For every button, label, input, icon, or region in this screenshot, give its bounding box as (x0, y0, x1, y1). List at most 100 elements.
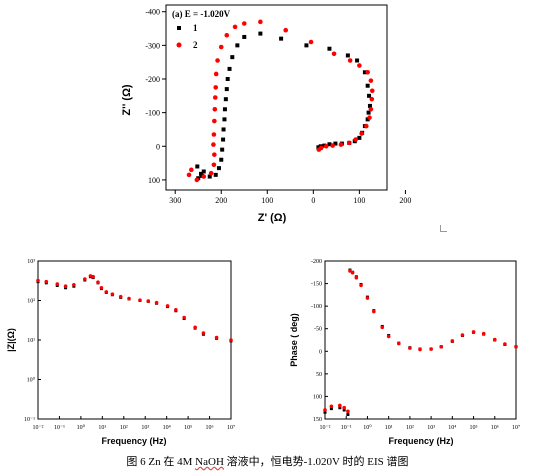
impedance-point-2 (138, 298, 142, 302)
phase-point-2 (348, 269, 352, 273)
nyquist-point-2 (232, 24, 238, 30)
nyquist-point-2 (212, 152, 217, 157)
phase-y-tick-label: 50 (316, 372, 322, 378)
nyquist-point-2 (224, 32, 230, 38)
nyquist-point-1 (367, 93, 372, 98)
impedance-point-2 (174, 308, 178, 312)
nyquist-point-2 (359, 131, 364, 136)
phase-point-1 (346, 412, 350, 416)
phase-point-1 (323, 410, 327, 414)
phase-plot-frame (324, 260, 517, 420)
nyquist-y-tick-label: -200 (145, 75, 160, 84)
nyquist-point-2 (353, 137, 358, 142)
nyquist-point-1 (198, 171, 203, 176)
impedance-point-2 (99, 285, 104, 290)
phase-point-2 (396, 341, 401, 346)
nyquist-point-1 (242, 34, 247, 39)
caption-prefix: 图 6 Zn 在 4M (126, 456, 196, 468)
nyquist-point-1 (304, 43, 309, 48)
phase-point-2 (354, 275, 359, 280)
nyquist-y-tick-label: -300 (145, 41, 160, 50)
nyquist-point-1 (362, 70, 367, 75)
phase-point-2 (365, 296, 370, 300)
nyquist-point-2 (347, 58, 353, 63)
nyquist-x-tick-label: 200 (215, 196, 227, 205)
nyquist-point-1 (221, 137, 226, 142)
phase-x-tick-label: 10⁰ (363, 424, 372, 431)
phase-y-tick-label: 150 (313, 417, 322, 423)
nyquist-point-2 (316, 147, 322, 152)
nyquist-point-2 (258, 19, 263, 25)
nyquist-x-tick-label: 0 (311, 196, 315, 205)
impedance-point-2 (36, 278, 40, 283)
phase-chart: 10⁻² 10⁻¹ 10⁰ 10¹ 10² 10³ 10⁴ 10⁵ 10⁶ 10⁷ -200 -150… (289, 259, 520, 446)
nyquist-point-2 (330, 143, 335, 148)
phase-point-2 (450, 339, 455, 343)
phase-point-2 (323, 408, 327, 412)
impedance-point-2 (154, 300, 159, 305)
nyquist-point-2 (369, 88, 375, 94)
impedance-x-tick-label: 10³ (141, 425, 149, 431)
impedance-point-2 (127, 296, 131, 301)
nyquist-point-1 (220, 147, 225, 152)
nyquist-y-tick-label: 0 (156, 142, 160, 151)
impedance-point-2 (96, 280, 100, 285)
nyquist-point-2 (194, 177, 200, 183)
impedance-x-tick-label: 10⁵ (184, 425, 192, 431)
nyquist-point-1 (333, 141, 338, 146)
impedance-x-tick-label: 10² (120, 425, 128, 431)
phase-x-tick-label: 10⁶ (491, 425, 499, 431)
nyquist-point-1 (365, 117, 370, 122)
nyquist-point-1 (357, 135, 362, 140)
impedance-point-2 (201, 331, 206, 335)
impedance-plot-frame (37, 260, 232, 420)
impedance-chart: 10⁻² 10⁻¹ 10⁰ 10¹ 10² 10³ 10⁴ 10⁵ 10⁶ 10⁷ 10³ 10² 10… (6, 259, 235, 446)
phase-point-2 (338, 403, 342, 408)
nyquist-point-2 (211, 142, 216, 147)
nyquist-point-1 (279, 36, 284, 41)
phase-point-2 (329, 404, 334, 409)
impedance-point-2 (44, 279, 49, 284)
nyquist-point-2 (186, 172, 192, 178)
nyquist-point-2 (189, 167, 194, 173)
nyquist-y-axis-label: Z'' (Ω) (121, 84, 133, 115)
phase-point-2 (418, 347, 422, 352)
nyquist-point-1 (367, 103, 372, 108)
impedance-point-2 (193, 325, 197, 330)
impedance-x-tick-label: 10⁴ (163, 425, 171, 431)
nyquist-point-1 (327, 142, 332, 147)
phase-x-tick-label: 10² (406, 425, 414, 431)
nyquist-point-2 (208, 170, 214, 176)
nyquist-point-1 (219, 157, 224, 162)
nyquist-point-2 (357, 63, 362, 68)
figure-caption: 图 6 Zn 在 4M NaOH 溶液中，恒电势-1.020V 时的 EIS 谱… (0, 453, 535, 469)
impedance-point-2 (55, 282, 60, 286)
nyquist-title: (a) E = -1.020V (172, 9, 231, 19)
nyquist-point-1 (235, 43, 240, 48)
nyquist-point-1 (355, 58, 360, 63)
nyquist-point-1 (345, 53, 350, 58)
phase-x-tick-label: 10⁷ (512, 425, 520, 431)
caption-naoh: NaOH (195, 456, 224, 468)
nyquist-x-tick-label: 200 (399, 196, 411, 205)
nyquist-point-2 (212, 118, 217, 124)
phase-y-tick-label: 0 (319, 349, 322, 355)
nyquist-point-1 (327, 46, 332, 51)
nyquist-point-1 (222, 117, 227, 122)
phase-point-1 (338, 406, 342, 410)
nyquist-point-2 (215, 58, 220, 63)
nyquist-point-2 (338, 142, 344, 147)
nyquist-point-2 (368, 78, 374, 83)
phase-x-axis-label: Frequency (Hz) (388, 436, 453, 446)
phase-x-tick-label: 10⁴ (448, 425, 456, 431)
impedance-point-2 (229, 338, 233, 342)
nyquist-chart: 300 200 100 0 100 200 -400 -300 -200 -100 0 100 (a)… (121, 4, 411, 224)
nyquist-point-2 (367, 115, 372, 120)
phase-x-tick-label: 10³ (427, 425, 435, 431)
phase-y-tick-label: -50 (314, 327, 322, 333)
nyquist-point-1 (230, 55, 235, 60)
impedance-y-tick-label: 10² (27, 299, 35, 305)
nyquist-point-2 (368, 106, 374, 112)
phase-point-2 (460, 333, 465, 337)
nyquist-point-1 (223, 97, 228, 102)
